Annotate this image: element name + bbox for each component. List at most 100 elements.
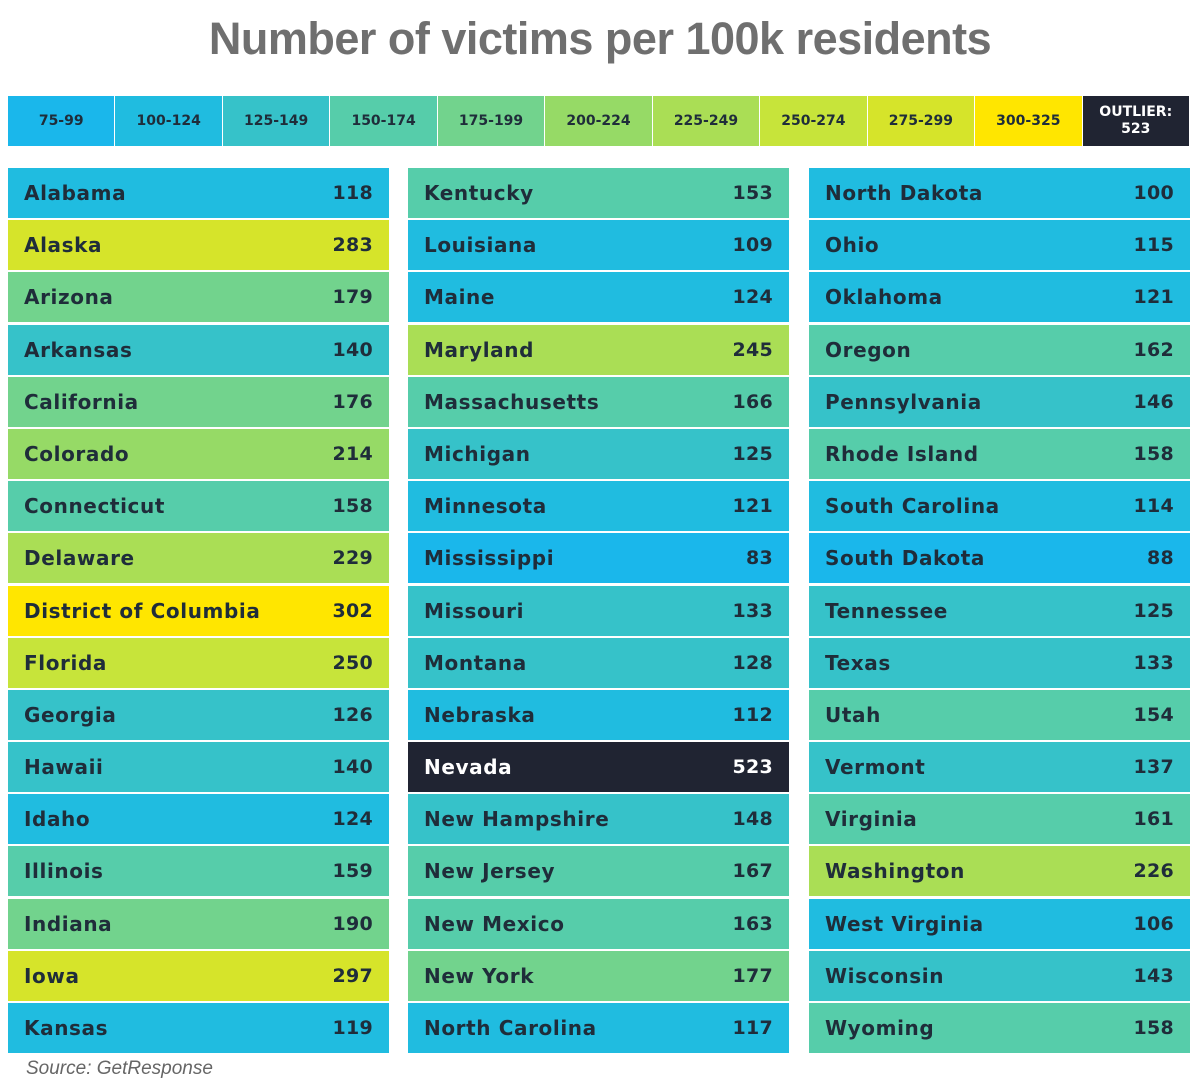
state-row: New Hampshire 148: [408, 794, 789, 845]
state-value: 176: [332, 390, 373, 413]
state-name: Nebraska: [424, 702, 536, 727]
state-row: Texas 133: [809, 637, 1190, 688]
state-name: Oregon: [825, 337, 912, 362]
state-value: 297: [332, 964, 373, 987]
state-name: Arkansas: [24, 337, 133, 362]
state-name: California: [24, 389, 139, 414]
state-value: 158: [1133, 442, 1174, 465]
state-value: 154: [1133, 703, 1174, 726]
legend-item: 125-149: [222, 96, 330, 146]
state-value: 124: [332, 808, 373, 831]
state-value: 158: [332, 495, 373, 518]
state-value: 140: [332, 338, 373, 361]
state-row: Montana 128: [408, 637, 789, 688]
legend-item: 150-174: [330, 96, 437, 146]
state-name: Maine: [424, 285, 496, 310]
state-value: 166: [732, 390, 773, 413]
state-row: Oklahoma 121: [809, 272, 1190, 323]
state-name: New Mexico: [424, 911, 565, 936]
state-value: 250: [332, 651, 373, 674]
state-row: West Virginia 106: [809, 898, 1190, 949]
state-row: Iowa 297: [8, 950, 389, 1001]
state-value: 121: [1133, 286, 1174, 309]
state-value: 179: [332, 286, 373, 309]
state-value: 124: [732, 286, 773, 309]
color-legend: 75-99 100-124 125-149 150-174 175-199 200-224…: [8, 96, 1189, 146]
state-row: New York 177: [408, 950, 789, 1001]
state-name: North Dakota: [825, 181, 983, 205]
state-row: Virginia 161: [809, 794, 1190, 845]
state-value: 140: [332, 756, 373, 779]
state-row: Wyoming 158: [809, 1003, 1190, 1053]
state-value: 115: [1133, 234, 1174, 257]
state-name: Vermont: [825, 755, 926, 780]
state-value: 245: [732, 338, 773, 361]
state-row: Louisiana 109: [408, 220, 789, 271]
state-value: 523: [732, 756, 773, 779]
state-name: Iowa: [24, 963, 80, 988]
state-row: New Jersey 167: [408, 846, 789, 897]
state-name: Washington: [825, 859, 965, 884]
state-name: Alabama: [24, 181, 127, 205]
state-name: Ohio: [825, 233, 880, 258]
state-value: 121: [732, 495, 773, 518]
state-row: Connecticut 158: [8, 481, 389, 532]
state-value: 100: [1133, 182, 1174, 204]
state-name: Utah: [825, 702, 881, 727]
state-name: Montana: [424, 650, 527, 675]
state-row: Minnesota 121: [408, 481, 789, 532]
legend-item: OUTLIER: 523: [1082, 96, 1189, 146]
legend-item: 225-249: [652, 96, 760, 146]
state-row: Wisconsin 143: [809, 950, 1190, 1001]
state-row: Oregon 162: [809, 324, 1190, 375]
state-name: Alaska: [24, 233, 103, 258]
state-name: Nevada: [424, 755, 513, 780]
state-row: Rhode Island 158: [809, 428, 1190, 479]
state-row: North Dakota 100: [809, 168, 1190, 218]
state-value: 302: [332, 599, 373, 622]
state-row: Michigan 125: [408, 428, 789, 479]
state-name: New York: [424, 963, 535, 988]
state-value: 125: [732, 442, 773, 465]
state-row: Missouri 133: [408, 585, 789, 636]
state-value: 118: [332, 182, 373, 204]
state-value: 161: [1133, 808, 1174, 831]
state-row: Tennessee 125: [809, 585, 1190, 636]
state-value: 83: [745, 547, 773, 570]
state-value: 109: [732, 234, 773, 257]
state-name: Maryland: [424, 337, 535, 362]
state-row: South Dakota 88: [809, 533, 1190, 584]
state-value: 283: [332, 234, 373, 257]
state-name: Illinois: [24, 859, 104, 884]
state-row: Arizona 179: [8, 272, 389, 323]
state-name: Pennsylvania: [825, 389, 982, 414]
state-name: Indiana: [24, 911, 113, 936]
legend-item: 250-274: [760, 96, 867, 146]
state-row: Georgia 126: [8, 689, 389, 740]
state-row: Vermont 137: [809, 742, 1190, 793]
state-name: Idaho: [24, 807, 91, 832]
legend-item: 75-99: [8, 96, 115, 146]
state-name: South Dakota: [825, 546, 986, 571]
state-value: 163: [732, 912, 773, 935]
state-value: 148: [732, 808, 773, 831]
state-name: Hawaii: [24, 755, 104, 780]
state-row: Colorado 214: [8, 428, 389, 479]
state-value: 126: [332, 703, 373, 726]
state-row: District of Columbia 302: [8, 585, 389, 636]
state-value: 159: [332, 860, 373, 883]
state-value: 162: [1133, 338, 1174, 361]
state-row: Idaho 124: [8, 794, 389, 845]
state-name: Connecticut: [24, 494, 165, 519]
state-row: Mississippi 83: [408, 533, 789, 584]
state-row: Kansas 119: [8, 1003, 389, 1053]
state-name: Texas: [825, 650, 891, 675]
state-name: Oklahoma: [825, 285, 943, 310]
state-value: 214: [332, 442, 373, 465]
state-column-2: Kentucky 153 Louisiana 109 Maine 124 Maryland 2…: [408, 168, 789, 1055]
state-name: Minnesota: [424, 494, 547, 519]
state-name: Kentucky: [424, 181, 534, 205]
state-name: Delaware: [24, 546, 135, 571]
state-row: Ohio 115: [809, 220, 1190, 271]
state-name: South Carolina: [825, 494, 1000, 519]
